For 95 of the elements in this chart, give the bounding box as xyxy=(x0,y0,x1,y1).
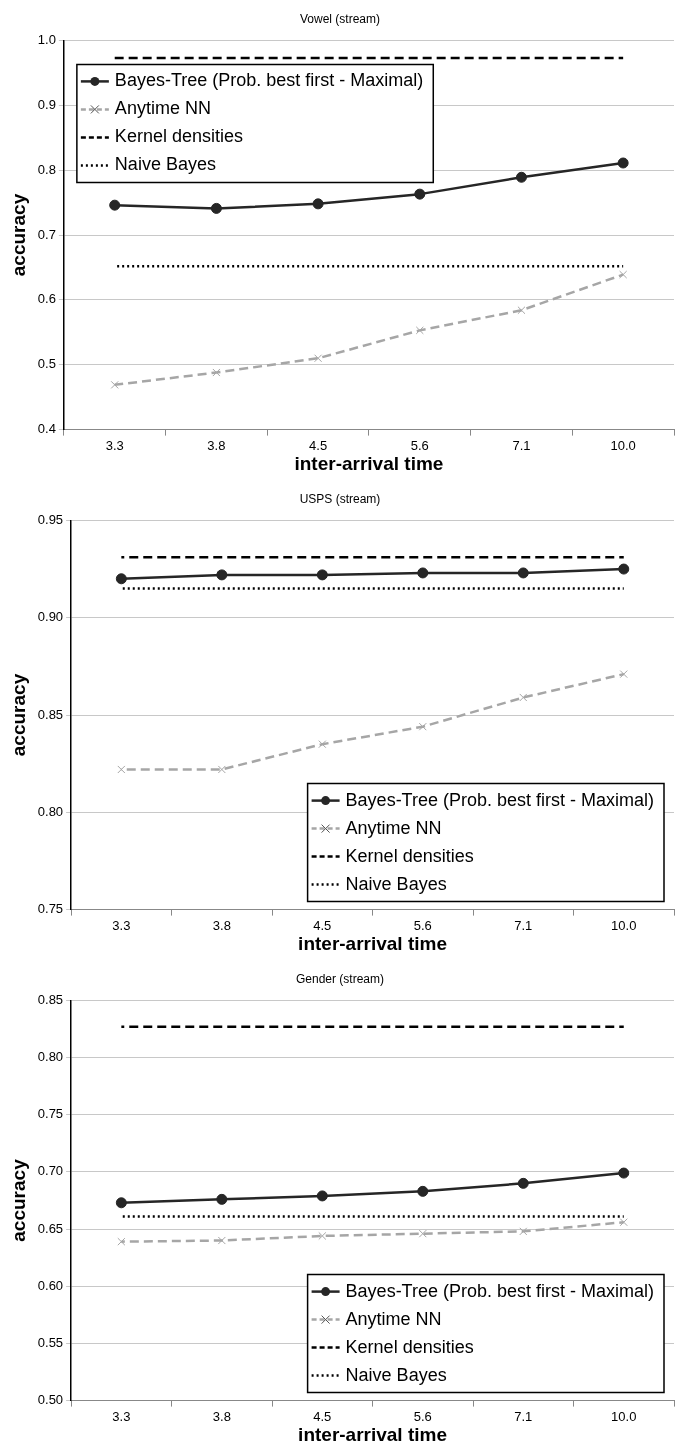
point xyxy=(619,1218,628,1227)
point xyxy=(109,199,121,211)
legend-label: Bayes-Tree (Prob. best first - Maximal) xyxy=(345,789,655,810)
x-tick-label: 3.8 xyxy=(207,437,226,453)
point xyxy=(515,171,527,183)
y-tick-label: 0.80 xyxy=(37,803,64,819)
x-axis-title: inter-arrival time xyxy=(298,1423,447,1445)
chart-title: Vowel (stream) xyxy=(299,11,381,26)
y-tick-label: 0.60 xyxy=(37,1277,64,1293)
point xyxy=(110,380,119,389)
x-tick-label: 3.8 xyxy=(212,917,231,933)
x-tick-label: 3.3 xyxy=(112,1408,131,1424)
x-tick-label: 4.5 xyxy=(313,917,332,933)
x-tick-label: 7.1 xyxy=(514,917,533,933)
legend-label: Kernel densities xyxy=(345,845,474,866)
x-tick-label: 5.6 xyxy=(410,437,429,453)
legend-label: Naive Bayes xyxy=(114,154,216,175)
point xyxy=(414,188,426,200)
y-tick-label: 0.65 xyxy=(37,1220,64,1236)
x-tick-label: 10.0 xyxy=(610,437,636,453)
point xyxy=(519,693,528,702)
point xyxy=(418,1229,427,1238)
y-tick-label: 0.95 xyxy=(37,511,64,527)
point xyxy=(115,1197,127,1209)
point xyxy=(318,740,327,749)
legend-label: Anytime NN xyxy=(345,817,442,838)
point xyxy=(417,1185,429,1197)
y-tick-label: 0.75 xyxy=(37,901,64,917)
y-axis-title: accuracy xyxy=(7,193,29,277)
y-tick-label: 0.5 xyxy=(37,356,56,372)
point xyxy=(210,202,222,214)
x-axis-title: inter-arrival time xyxy=(298,932,447,954)
x-axis-title: inter-arrival time xyxy=(294,452,444,474)
y-tick-label: 0.50 xyxy=(37,1392,64,1408)
legend-label: Naive Bayes xyxy=(345,1364,447,1385)
legend-label: Bayes-Tree (Prob. best first - Maximal) xyxy=(114,70,424,91)
point xyxy=(316,1190,328,1202)
x-tick-label: 7.1 xyxy=(512,437,531,453)
point xyxy=(318,1231,327,1240)
point xyxy=(216,1193,228,1205)
y-tick-label: 0.80 xyxy=(37,1049,64,1065)
y-tick-label: 0.85 xyxy=(37,706,64,722)
chart-title: USPS (stream) xyxy=(299,491,381,506)
x-tick-label: 3.8 xyxy=(212,1408,231,1424)
x-tick-label: 4.5 xyxy=(309,437,328,453)
point xyxy=(415,326,424,335)
x-tick-label: 4.5 xyxy=(313,1408,332,1424)
legend-label: Naive Bayes xyxy=(345,873,447,894)
point xyxy=(117,765,126,774)
point xyxy=(217,765,226,774)
point xyxy=(619,270,628,279)
point xyxy=(217,1236,226,1245)
y-tick-label: 0.55 xyxy=(37,1335,64,1351)
y-tick-label: 0.85 xyxy=(37,991,64,1007)
point xyxy=(117,1237,126,1246)
point xyxy=(417,567,429,579)
x-tick-label: 3.3 xyxy=(105,437,124,453)
point xyxy=(517,1177,529,1189)
point xyxy=(517,567,529,579)
x-tick-label: 5.6 xyxy=(413,1408,432,1424)
y-tick-label: 0.6 xyxy=(37,291,56,307)
y-tick-label: 0.8 xyxy=(37,161,56,177)
legend-label: Anytime NN xyxy=(114,98,211,119)
y-axis-title: accuracy xyxy=(7,1158,29,1242)
x-tick-label: 5.6 xyxy=(413,917,432,933)
point xyxy=(216,569,228,581)
legend-label: Kernel densities xyxy=(114,126,243,147)
point xyxy=(314,354,323,363)
point xyxy=(618,563,630,575)
point xyxy=(617,157,629,169)
legend-label: Bayes-Tree (Prob. best first - Maximal) xyxy=(345,1280,655,1301)
point xyxy=(316,569,328,581)
point xyxy=(115,573,127,585)
y-tick-label: 0.90 xyxy=(37,609,64,625)
point xyxy=(619,670,628,679)
x-tick-label: 3.3 xyxy=(112,917,131,933)
point xyxy=(312,198,324,210)
y-tick-label: 1.0 xyxy=(37,31,56,47)
y-tick-label: 0.7 xyxy=(37,226,56,242)
chart-title: Gender (stream) xyxy=(295,971,385,986)
y-tick-label: 0.4 xyxy=(37,421,56,437)
y-tick-label: 0.70 xyxy=(37,1163,64,1179)
y-tick-label: 0.75 xyxy=(37,1106,64,1122)
y-axis-title: accuracy xyxy=(7,673,29,757)
legend-label: Anytime NN xyxy=(345,1308,442,1329)
point xyxy=(418,722,427,731)
point xyxy=(519,1227,528,1236)
point xyxy=(517,306,526,315)
point xyxy=(618,1167,630,1179)
legend-label: Kernel densities xyxy=(345,1336,474,1357)
x-tick-label: 7.1 xyxy=(514,1408,533,1424)
x-tick-label: 10.0 xyxy=(611,1408,637,1424)
point xyxy=(212,368,221,377)
x-tick-label: 10.0 xyxy=(611,917,637,933)
y-tick-label: 0.9 xyxy=(37,96,56,112)
